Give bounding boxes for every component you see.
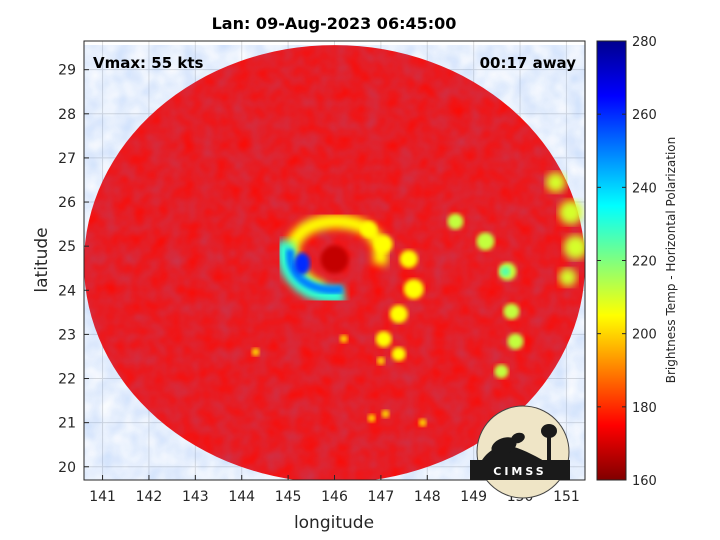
y-tick-label: 24 bbox=[58, 283, 76, 299]
time-offset-annotation: 00:17 away bbox=[480, 54, 577, 72]
eyewall-hot-core bbox=[294, 252, 311, 275]
y-tick-label: 26 bbox=[58, 195, 76, 211]
outer-band-cell bbox=[494, 364, 509, 379]
scattered-cell bbox=[251, 348, 260, 357]
vmax-annotation: Vmax: 55 kts bbox=[93, 54, 203, 72]
colorbar-tick-label: 160 bbox=[632, 474, 657, 489]
colorbar-tick-label: 280 bbox=[632, 35, 657, 50]
x-tick-label: 144 bbox=[228, 489, 255, 505]
cimss-logo: CIMSS bbox=[470, 405, 570, 499]
colorbar-tick-label: 260 bbox=[632, 108, 657, 123]
outer-band-cell bbox=[476, 232, 495, 251]
x-tick-label: 143 bbox=[182, 489, 209, 505]
east-band-cell bbox=[360, 221, 377, 238]
colorbar-tick-label: 180 bbox=[632, 401, 657, 416]
y-axis-ticks: 20 21 22 23 24 25 26 27 28 29 bbox=[58, 63, 89, 476]
y-tick-label: 21 bbox=[58, 416, 76, 432]
east-band-cell bbox=[375, 331, 392, 348]
x-tick-label: 147 bbox=[368, 489, 395, 505]
east-edge-band-cell bbox=[558, 200, 583, 225]
y-tick-label: 29 bbox=[58, 63, 76, 79]
y-tick-label: 22 bbox=[58, 372, 76, 388]
outer-band-cell bbox=[503, 303, 520, 320]
outer-band-core bbox=[500, 266, 511, 277]
y-tick-label: 20 bbox=[58, 460, 76, 476]
east-band-cell bbox=[389, 305, 408, 324]
east-edge-band-cell bbox=[558, 268, 577, 287]
x-tick-label: 148 bbox=[414, 489, 441, 505]
scattered-cell bbox=[418, 418, 427, 427]
x-axis-ticks: 141142143144145146147148149150151 bbox=[89, 475, 580, 505]
east-band-cell bbox=[374, 235, 393, 254]
scattered-cell bbox=[381, 409, 390, 418]
x-tick-label: 142 bbox=[136, 489, 163, 505]
inner-band bbox=[286, 248, 344, 294]
y-tick-label: 28 bbox=[58, 107, 76, 123]
colorbar-tick-label: 200 bbox=[632, 328, 657, 343]
colorbar-tick-label: 240 bbox=[632, 181, 657, 196]
east-band-cell bbox=[403, 279, 424, 300]
colorbar-ticks: 160 180 200 220 240 260 280 bbox=[597, 35, 657, 489]
x-axis-label: longitude bbox=[294, 513, 374, 533]
x-tick-label: 141 bbox=[89, 489, 116, 505]
outer-band-cell bbox=[447, 213, 464, 230]
east-edge-band-cell bbox=[563, 235, 585, 260]
storm-features bbox=[251, 172, 585, 427]
storm-eye bbox=[320, 245, 349, 274]
east-band-cell bbox=[391, 347, 406, 362]
x-tick-label: 145 bbox=[275, 489, 302, 505]
y-tick-label: 23 bbox=[58, 327, 76, 343]
east-band-cell bbox=[399, 250, 418, 269]
colorbar bbox=[596, 40, 627, 481]
chart-title: Lan: 09-Aug-2023 06:45:00 bbox=[212, 14, 457, 33]
scattered-cell bbox=[339, 334, 348, 343]
y-tick-label: 25 bbox=[58, 239, 76, 255]
y-axis-label: latitude bbox=[32, 227, 52, 292]
x-tick-label: 149 bbox=[460, 489, 487, 505]
x-tick-label: 146 bbox=[321, 489, 348, 505]
y-tick-label: 27 bbox=[58, 151, 76, 167]
colorbar-tick-label: 220 bbox=[632, 255, 657, 270]
scattered-cell bbox=[367, 414, 376, 423]
logo-text: CIMSS bbox=[493, 465, 546, 478]
colorbar-label: Brightness Temp - Horizontal Polarizatio… bbox=[664, 137, 678, 384]
x-tick-label: 151 bbox=[553, 489, 580, 505]
outer-band-cell bbox=[507, 333, 524, 350]
scattered-cell bbox=[376, 356, 385, 365]
east-edge-band-cell bbox=[545, 172, 566, 193]
